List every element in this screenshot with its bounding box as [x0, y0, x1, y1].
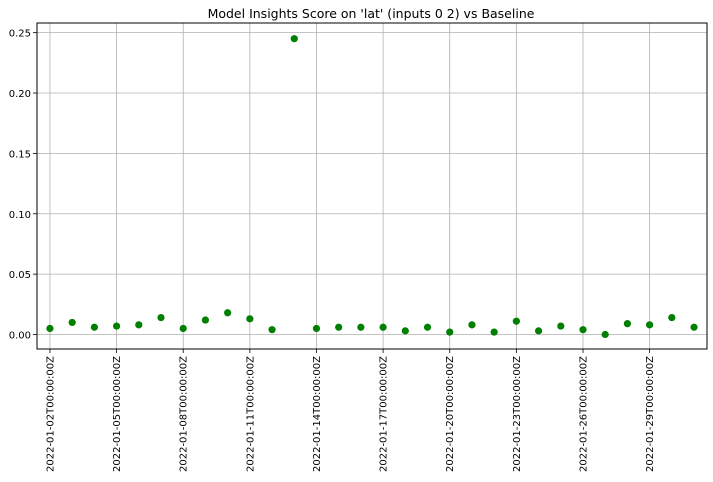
- data-point: [112, 322, 121, 330]
- data-point: [623, 320, 632, 328]
- data-point: [335, 323, 343, 331]
- data-point: [512, 317, 520, 325]
- data-point: [357, 323, 365, 331]
- x-tick-label: 2022-01-20T00:00:00Z: [445, 356, 456, 472]
- x-tick-label: 2022-01-23T00:00:00Z: [512, 356, 523, 472]
- data-point: [668, 314, 676, 322]
- data-point: [290, 35, 298, 43]
- data-point: [201, 316, 210, 324]
- data-point: [468, 321, 476, 329]
- data-point: [68, 318, 76, 327]
- data-point: [46, 324, 54, 333]
- data-point: [157, 314, 165, 322]
- grid: [37, 23, 707, 349]
- data-point: [557, 322, 565, 330]
- data-point: [379, 323, 387, 331]
- data-point: [312, 324, 321, 333]
- x-tick-label: 2022-01-26T00:00:00Z: [578, 356, 589, 472]
- data-point: [90, 323, 98, 331]
- y-tick-label: 0.20: [9, 89, 31, 100]
- x-tick-label: 2022-01-17T00:00:00Z: [379, 356, 390, 472]
- x-tick-label: 2022-01-14T00:00:00Z: [312, 356, 323, 472]
- plot-frame: [36, 22, 708, 350]
- y-tick-label: 0.05: [9, 270, 31, 281]
- data-point: [423, 323, 432, 331]
- data-point: [246, 315, 254, 323]
- data-points: [46, 35, 698, 339]
- data-point: [446, 328, 454, 336]
- data-point: [579, 326, 587, 334]
- data-point: [690, 323, 698, 331]
- x-tick-label: 2022-01-02T00:00:00Z: [45, 356, 56, 472]
- y-tick-label: 0.10: [9, 210, 31, 221]
- data-point: [646, 321, 654, 329]
- axis-ticks: 0.00 0.05 0.10 0.15 0.20 0.25 2022-01-02T00:00…: [9, 29, 656, 472]
- x-tick-label: 2022-01-05T00:00:00Z: [112, 356, 123, 472]
- x-tick-label: 2022-01-11T00:00:00Z: [245, 356, 256, 472]
- y-tick-label: 0.25: [9, 29, 31, 40]
- data-point: [534, 327, 543, 335]
- data-point: [601, 330, 609, 339]
- data-point: [135, 321, 143, 329]
- chart-title: Model Insights Score on 'lat' (inputs 0 …: [208, 6, 535, 21]
- data-point: [179, 324, 187, 333]
- data-point: [268, 326, 276, 334]
- data-point: [401, 327, 409, 335]
- x-tick-label: 2022-01-08T00:00:00Z: [179, 356, 190, 472]
- y-tick-label: 0.00: [9, 331, 31, 342]
- data-point: [490, 328, 498, 336]
- y-tick-label: 0.15: [9, 149, 31, 160]
- data-point: [224, 309, 232, 317]
- x-tick-label: 2022-01-29T00:00:00Z: [645, 356, 656, 472]
